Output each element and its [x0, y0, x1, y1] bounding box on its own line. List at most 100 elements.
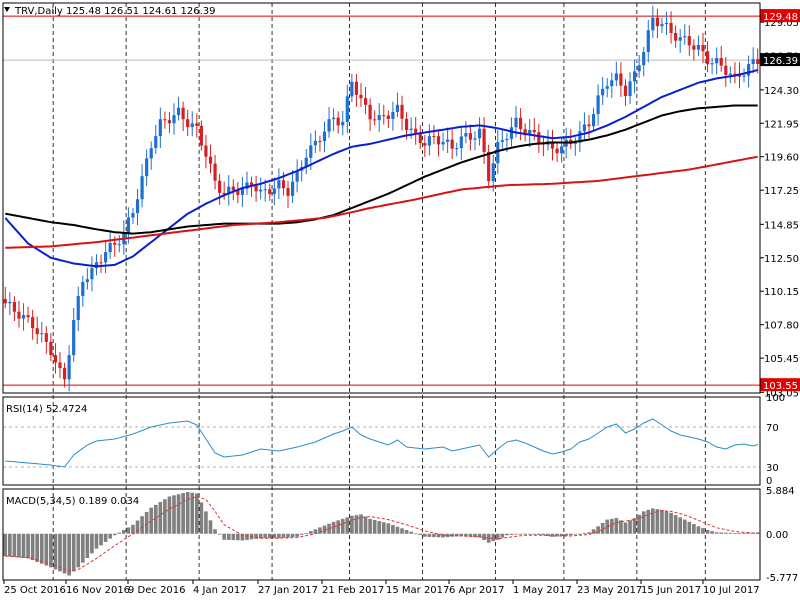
candle-body[interactable] — [126, 217, 131, 233]
macd-histogram-bar[interactable] — [304, 533, 309, 534]
macd-histogram-bar[interactable] — [12, 533, 17, 558]
macd-histogram-bar[interactable] — [149, 507, 154, 534]
macd-histogram-bar[interactable] — [473, 533, 477, 538]
macd-histogram-bar[interactable] — [646, 509, 651, 534]
macd-histogram-bar[interactable] — [363, 516, 368, 534]
macd-histogram-bar[interactable] — [94, 533, 99, 549]
candle-body[interactable] — [487, 151, 491, 182]
macd-histogram-bar[interactable] — [441, 533, 445, 538]
candle-body[interactable] — [90, 268, 94, 280]
candle-body[interactable] — [715, 57, 719, 64]
candle-body[interactable] — [596, 95, 600, 115]
candle-body[interactable] — [277, 180, 281, 189]
candle-body[interactable] — [354, 81, 359, 95]
candle-body[interactable] — [418, 132, 422, 144]
macd-histogram-bar[interactable] — [39, 533, 44, 564]
macd-histogram-bar[interactable] — [53, 533, 58, 570]
macd-histogram-bar[interactable] — [719, 532, 724, 534]
macd-histogram-bar[interactable] — [222, 533, 226, 540]
candle-body[interactable] — [231, 186, 235, 191]
macd-histogram-bar[interactable] — [445, 533, 450, 538]
macd-histogram-bar[interactable] — [514, 533, 518, 535]
macd-histogram-bar[interactable] — [318, 527, 322, 534]
candle-body[interactable] — [719, 57, 723, 66]
candle-body[interactable] — [190, 123, 194, 128]
candle-body[interactable] — [614, 73, 618, 81]
macd-histogram-bar[interactable] — [391, 524, 395, 534]
macd-histogram-bar[interactable] — [350, 515, 354, 534]
macd-histogram-bar[interactable] — [737, 532, 742, 534]
moving-average-line[interactable] — [5, 104, 758, 235]
candle-body[interactable] — [195, 123, 199, 126]
candle-body[interactable] — [268, 189, 272, 195]
candle-body[interactable] — [85, 279, 89, 283]
candle-body[interactable] — [518, 117, 523, 130]
candle-body[interactable] — [674, 32, 678, 41]
macd-histogram-bar[interactable] — [345, 517, 350, 534]
macd-histogram-bar[interactable] — [35, 533, 40, 562]
candle-body[interactable] — [468, 133, 473, 140]
candle-body[interactable] — [26, 315, 30, 318]
candle-body[interactable] — [427, 136, 431, 146]
macd-histogram-bar[interactable] — [477, 533, 482, 538]
candle-body[interactable] — [345, 96, 349, 122]
macd-histogram-bar[interactable] — [486, 533, 491, 543]
macd-histogram-bar[interactable] — [295, 533, 299, 537]
macd-histogram-bar[interactable] — [359, 514, 363, 534]
candle-body[interactable] — [259, 189, 263, 192]
macd-histogram-bar[interactable] — [710, 531, 714, 534]
macd-histogram-bar[interactable] — [628, 520, 632, 534]
candle-body[interactable] — [664, 22, 669, 25]
candle-body[interactable] — [377, 115, 381, 121]
macd-histogram-bar[interactable] — [263, 533, 268, 539]
candle-body[interactable] — [140, 176, 144, 200]
candle-body[interactable] — [623, 85, 628, 97]
macd-histogram-bar[interactable] — [432, 533, 436, 538]
macd-histogram-bar[interactable] — [217, 533, 222, 535]
macd-histogram-bar[interactable] — [30, 533, 35, 561]
macd-histogram-bar[interactable] — [596, 526, 600, 534]
macd-histogram-bar[interactable] — [491, 533, 496, 542]
macd-histogram-bar[interactable] — [58, 533, 62, 572]
candle-body[interactable] — [350, 81, 354, 97]
candle-body[interactable] — [108, 242, 112, 253]
macd-histogram-bar[interactable] — [614, 518, 619, 534]
macd-histogram-bar[interactable] — [409, 531, 413, 534]
candle-body[interactable] — [591, 114, 596, 127]
candle-body[interactable] — [272, 188, 276, 195]
macd-histogram-bar[interactable] — [723, 532, 728, 534]
macd-histogram-bar[interactable] — [422, 533, 427, 537]
candle-body[interactable] — [21, 315, 26, 319]
candle-body[interactable] — [724, 65, 728, 75]
candle-body[interactable] — [117, 244, 121, 246]
candle-body[interactable] — [751, 59, 755, 65]
macd-histogram-bar[interactable] — [623, 522, 628, 534]
candle-body[interactable] — [432, 136, 436, 138]
macd-histogram-bar[interactable] — [213, 529, 217, 534]
macd-histogram-bar[interactable] — [67, 533, 71, 576]
macd-histogram-bar[interactable] — [523, 533, 527, 535]
candle-body[interactable] — [601, 88, 605, 96]
candle-body[interactable] — [482, 128, 486, 152]
macd-histogram-bar[interactable] — [555, 533, 559, 537]
price-panel[interactable] — [3, 5, 760, 392]
candle-body[interactable] — [322, 131, 327, 142]
macd-histogram-bar[interactable] — [8, 533, 12, 557]
candle-body[interactable] — [459, 136, 463, 149]
candle-body[interactable] — [81, 282, 85, 297]
candle-body[interactable] — [756, 59, 760, 64]
candle-body[interactable] — [386, 115, 390, 119]
macd-histogram-bar[interactable] — [559, 533, 564, 536]
candle-body[interactable] — [76, 296, 80, 321]
candle-body[interactable] — [72, 320, 76, 356]
macd-histogram-bar[interactable] — [664, 511, 669, 534]
macd-histogram-bar[interactable] — [505, 533, 509, 536]
macd-histogram-bar[interactable] — [746, 532, 751, 534]
candle-body[interactable] — [514, 117, 518, 128]
candle-body[interactable] — [678, 37, 682, 41]
candle-body[interactable] — [286, 188, 290, 196]
macd-histogram-bar[interactable] — [80, 533, 85, 563]
macd-histogram-bar[interactable] — [573, 533, 578, 535]
macd-histogram-bar[interactable] — [49, 533, 53, 568]
candle-body[interactable] — [578, 131, 582, 143]
